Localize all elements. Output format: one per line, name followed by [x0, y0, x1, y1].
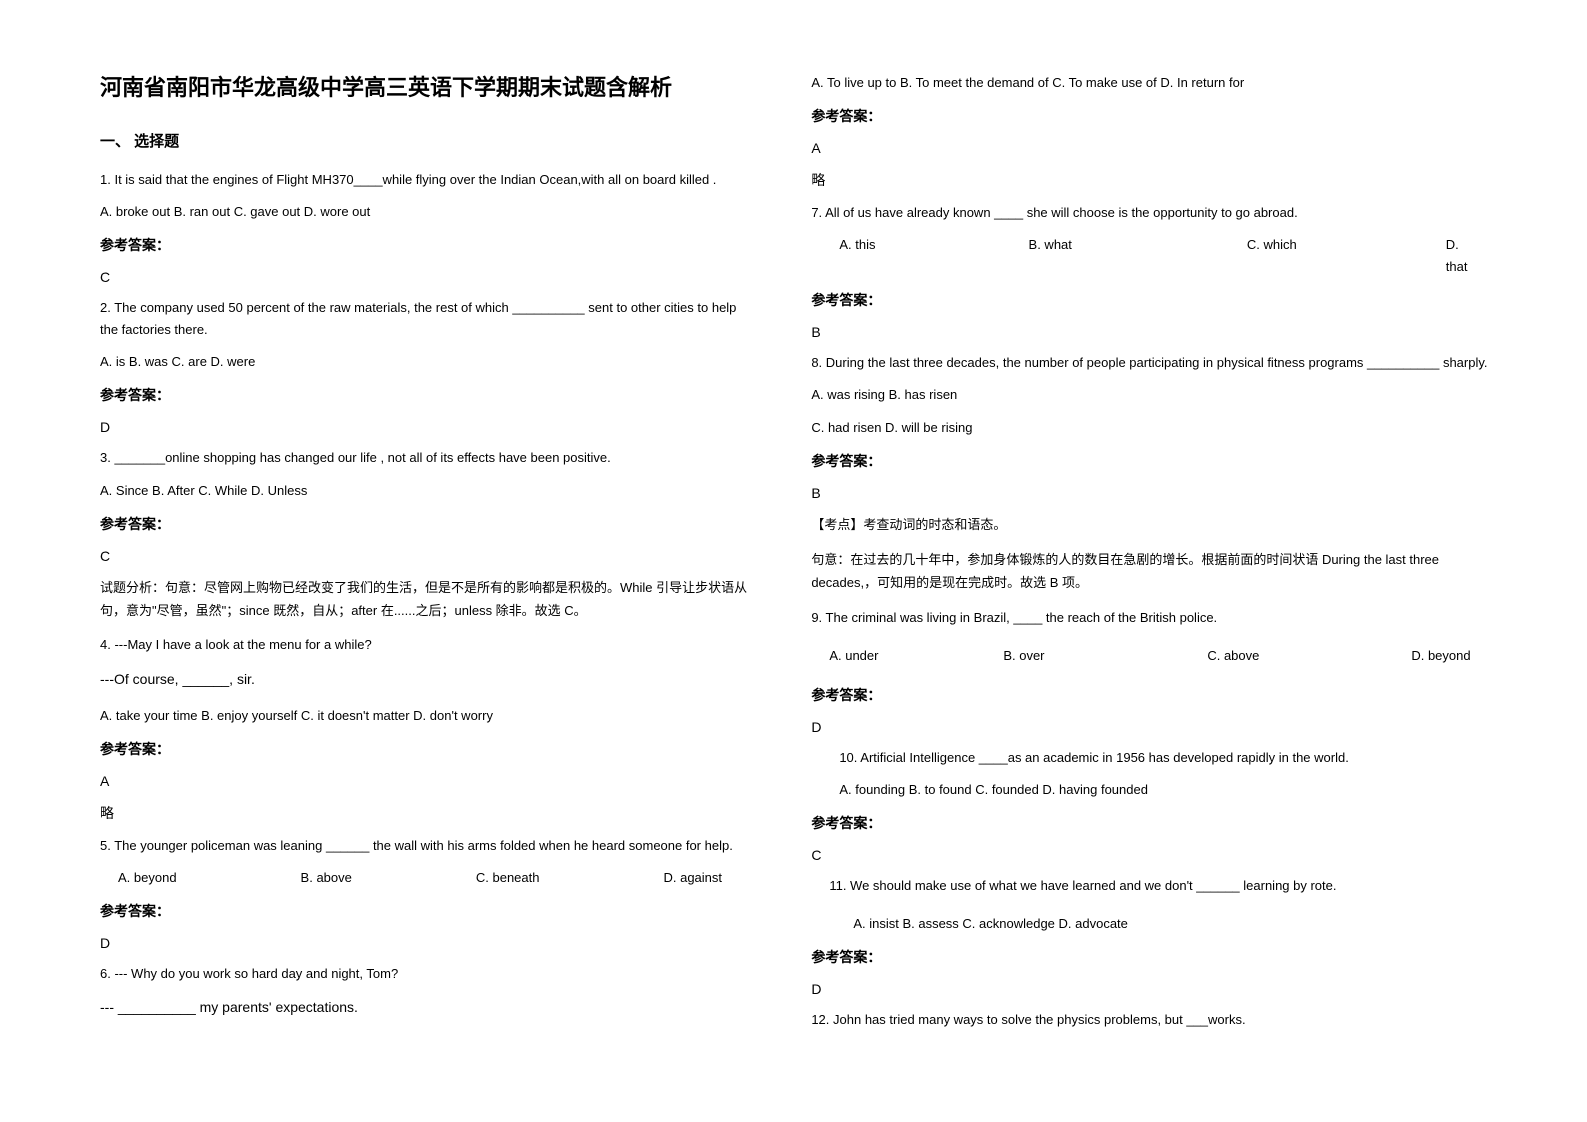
- answer-5: D: [100, 935, 751, 951]
- answer-7: B: [811, 324, 1507, 340]
- answer-label: 参考答案：: [100, 514, 751, 534]
- opt-d: D. that: [1446, 234, 1483, 278]
- answer-4-extra: 略: [100, 803, 751, 823]
- section-header: 一、 选择题: [100, 130, 751, 151]
- explanation-8b: 句意：在过去的几十年中，参加身体锻炼的人的数目在急剧的增长。根据前面的时间状语 …: [811, 548, 1507, 595]
- question-8: 8. During the last three decades, the nu…: [811, 352, 1507, 374]
- question-1: 1. It is said that the engines of Flight…: [100, 169, 751, 191]
- opt-c: C. which: [1247, 234, 1422, 278]
- answer-9: D: [811, 719, 1507, 735]
- question-3: 3. _______online shopping has changed ou…: [100, 447, 751, 469]
- question-12: 12. John has tried many ways to solve th…: [811, 1009, 1507, 1031]
- answer-label: 参考答案：: [811, 685, 1507, 705]
- opt-d: D. beyond: [1411, 645, 1470, 667]
- question-9: 9. The criminal was living in Brazil, __…: [811, 607, 1507, 629]
- question-7: 7. All of us have already known ____ she…: [811, 202, 1507, 224]
- answer-label: 参考答案：: [100, 385, 751, 405]
- question-5-options: A. beyond B. above C. beneath D. against: [100, 867, 751, 889]
- explanation-8a: 【考点】考查动词的时态和语态。: [811, 513, 1507, 536]
- question-6-line2: --- __________ my parents' expectations.: [100, 999, 751, 1015]
- question-11: 11. We should make use of what we have l…: [811, 875, 1507, 897]
- opt-a: A. beyond: [118, 867, 177, 889]
- answer-label: 参考答案：: [100, 901, 751, 921]
- answer-10: C: [811, 847, 1507, 863]
- answer-6-extra: 略: [811, 170, 1507, 190]
- answer-1: C: [100, 269, 751, 285]
- opt-c: C. beneath: [476, 867, 540, 889]
- question-7-options: A. this B. what C. which D. that: [811, 234, 1507, 278]
- question-11-options: A. insist B. assess C. acknowledge D. ad…: [811, 913, 1507, 935]
- question-1-options: A. broke out B. ran out C. gave out D. w…: [100, 201, 751, 223]
- question-6-options: A. To live up to B. To meet the demand o…: [811, 72, 1507, 94]
- opt-c: C. above: [1207, 645, 1387, 667]
- question-9-options: A. under B. over C. above D. beyond: [811, 645, 1507, 667]
- answer-6: A: [811, 140, 1507, 156]
- opt-a: A. this: [839, 234, 1004, 278]
- opt-b: B. what: [1029, 234, 1223, 278]
- opt-a: A. under: [829, 645, 979, 667]
- answer-label: 参考答案：: [100, 235, 751, 255]
- answer-label: 参考答案：: [811, 451, 1507, 471]
- opt-b: B. above: [301, 867, 352, 889]
- answer-3: C: [100, 548, 751, 564]
- question-8-options-2: C. had risen D. will be rising: [811, 417, 1507, 439]
- explanation-3: 试题分析：句意：尽管网上购物已经改变了我们的生活，但是不是所有的影响都是积极的。…: [100, 576, 751, 623]
- answer-label: 参考答案：: [811, 813, 1507, 833]
- answer-4: A: [100, 773, 751, 789]
- opt-b: B. over: [1003, 645, 1183, 667]
- answer-8: B: [811, 485, 1507, 501]
- answer-11: D: [811, 981, 1507, 997]
- right-column: A. To live up to B. To meet the demand o…: [791, 70, 1507, 1082]
- question-10: 10. Artificial Intelligence ____as an ac…: [811, 747, 1507, 769]
- question-10-options: A. founding B. to found C. founded D. ha…: [811, 779, 1507, 801]
- left-column: 河南省南阳市华龙高级中学高三英语下学期期末试题含解析 一、 选择题 1. It …: [100, 70, 791, 1082]
- opt-d: D. against: [663, 867, 722, 889]
- question-5: 5. The younger policeman was leaning ___…: [100, 835, 751, 857]
- answer-label: 参考答案：: [811, 290, 1507, 310]
- document-title: 河南省南阳市华龙高级中学高三英语下学期期末试题含解析: [100, 70, 751, 102]
- question-3-options: A. Since B. After C. While D. Unless: [100, 480, 751, 502]
- answer-2: D: [100, 419, 751, 435]
- question-4: 4. ---May I have a look at the menu for …: [100, 634, 751, 656]
- answer-label: 参考答案：: [100, 739, 751, 759]
- question-4-options: A. take your time B. enjoy yourself C. i…: [100, 705, 751, 727]
- answer-label: 参考答案：: [811, 947, 1507, 967]
- question-4-line2: ---Of course, ______, sir.: [100, 671, 751, 687]
- question-6: 6. --- Why do you work so hard day and n…: [100, 963, 751, 985]
- answer-label: 参考答案：: [811, 106, 1507, 126]
- question-8-options-1: A. was rising B. has risen: [811, 384, 1507, 406]
- question-2: 2. The company used 50 percent of the ra…: [100, 297, 751, 341]
- question-2-options: A. is B. was C. are D. were: [100, 351, 751, 373]
